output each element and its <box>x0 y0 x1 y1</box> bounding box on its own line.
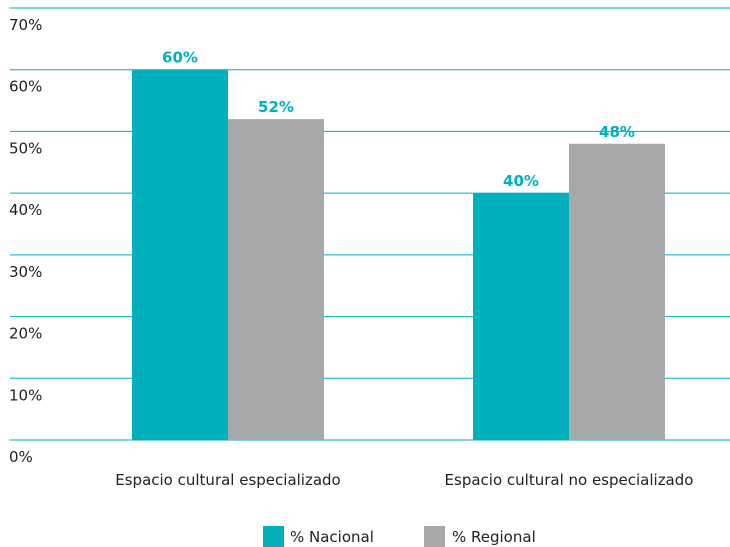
y-tick-label: 30% <box>9 263 42 281</box>
legend-label-regional: % Regional <box>452 528 536 546</box>
bar-nacional-0 <box>132 69 228 440</box>
legend-swatch-nacional <box>263 526 284 547</box>
data-label: 52% <box>258 98 294 116</box>
y-tick-label: 40% <box>9 201 42 219</box>
gridlines <box>10 7 730 441</box>
legend-label-nacional: % Nacional <box>290 528 374 546</box>
y-tick-label: 50% <box>9 139 42 157</box>
bars <box>132 69 665 440</box>
legend: % Nacional % Regional <box>263 526 536 547</box>
x-axis-category-labels: Espacio cultural especializado Espacio cu… <box>115 471 693 489</box>
bar-regional-0 <box>228 119 324 440</box>
legend-swatch-regional <box>424 526 445 547</box>
data-labels: 60% 40% 52% 48% <box>162 49 635 190</box>
data-label: 40% <box>503 172 539 190</box>
y-tick-label: 20% <box>9 325 42 343</box>
data-label: 48% <box>599 123 635 141</box>
bar-nacional-1 <box>473 193 569 440</box>
bar-regional-1 <box>569 143 665 440</box>
y-tick-label: 0% <box>9 448 33 466</box>
data-label: 60% <box>162 49 198 67</box>
y-tick-label: 70% <box>9 16 42 34</box>
y-tick-label: 10% <box>9 386 42 404</box>
category-label: Espacio cultural especializado <box>115 471 340 489</box>
category-label: Espacio cultural no especializado <box>445 471 694 489</box>
y-tick-label: 60% <box>9 78 42 96</box>
y-axis-tick-labels: 0% 10% 20% 30% 40% 50% 60% 70% <box>9 16 42 466</box>
